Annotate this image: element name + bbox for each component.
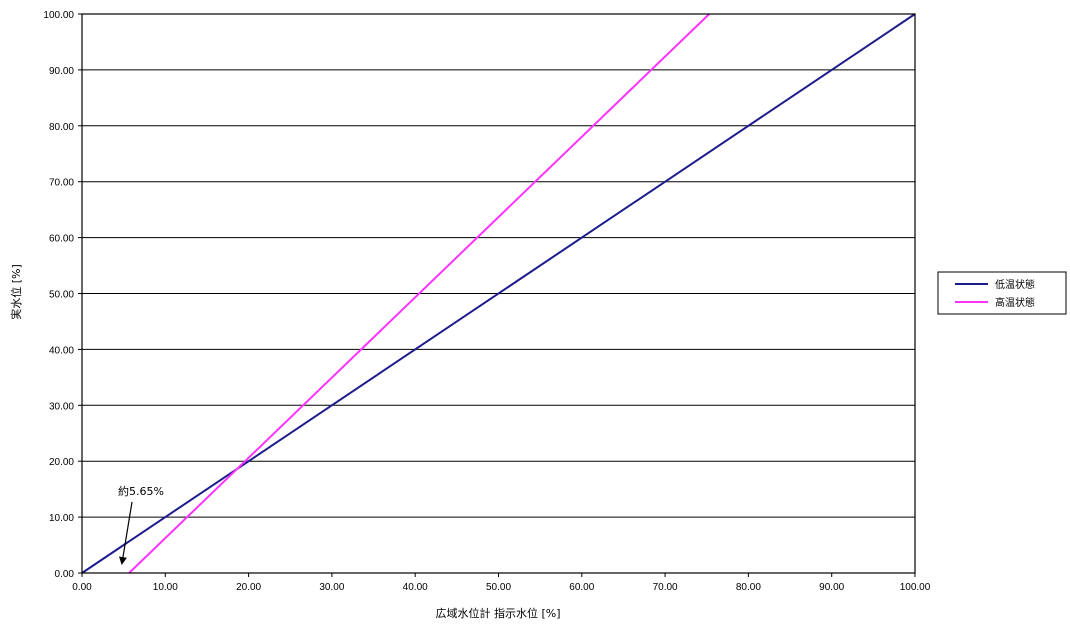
x-tick-label-4: 40.00 — [403, 582, 428, 593]
y-tick-label-7: 70.00 — [49, 178, 74, 189]
x-tick-label-0: 0.00 — [72, 582, 92, 593]
x-tick-label-9: 90.00 — [819, 582, 844, 593]
y-tick-label-8: 80.00 — [49, 122, 74, 133]
tick-labels: 0.00 10.00 20.00 30.00 40.00 50.00 60.00 70.00 8… — [43, 10, 930, 593]
x-tick-label-8: 80.00 — [736, 582, 761, 593]
legend-label-high-temp: 高温状態 — [995, 296, 1035, 309]
series-lines — [81, 13, 916, 574]
series-line-1 — [128, 13, 710, 574]
y-tick-label-1: 10.00 — [49, 513, 74, 524]
annotation-arrow — [119, 501, 133, 565]
y-tick-label-4: 40.00 — [49, 345, 74, 356]
y-tick-label-9: 90.00 — [49, 66, 74, 77]
y-tick-label-5: 50.00 — [49, 290, 74, 301]
legend-label-low-temp: 低温状態 — [995, 278, 1035, 291]
x-tick-label-2: 20.00 — [236, 582, 261, 593]
x-tick-label-5: 50.00 — [486, 582, 511, 593]
annotation-label: 約5.65% — [118, 484, 164, 498]
y-tick-label-10: 100.00 — [43, 10, 74, 21]
y-axis-title: 実水位 [%] — [9, 264, 23, 320]
x-tick-label-6: 60.00 — [569, 582, 594, 593]
y-tick-label-2: 20.00 — [49, 457, 74, 468]
x-tick-label-1: 10.00 — [153, 582, 178, 593]
x-tick-label-10: 100.00 — [900, 582, 931, 593]
series-line-0 — [81, 13, 916, 574]
legend-box — [937, 271, 1067, 315]
x-axis-title: 広域水位計 指示水位 [%] — [435, 606, 560, 620]
y-tick-label-0: 0.00 — [55, 569, 75, 580]
x-tick-label-7: 70.00 — [653, 582, 678, 593]
legend: 低温状態 高温状態 — [937, 271, 1067, 315]
y-tick-label-3: 30.00 — [49, 401, 74, 412]
x-tick-label-3: 30.00 — [319, 582, 344, 593]
annotation: 約5.65% — [118, 484, 164, 565]
y-tick-label-6: 60.00 — [49, 234, 74, 245]
